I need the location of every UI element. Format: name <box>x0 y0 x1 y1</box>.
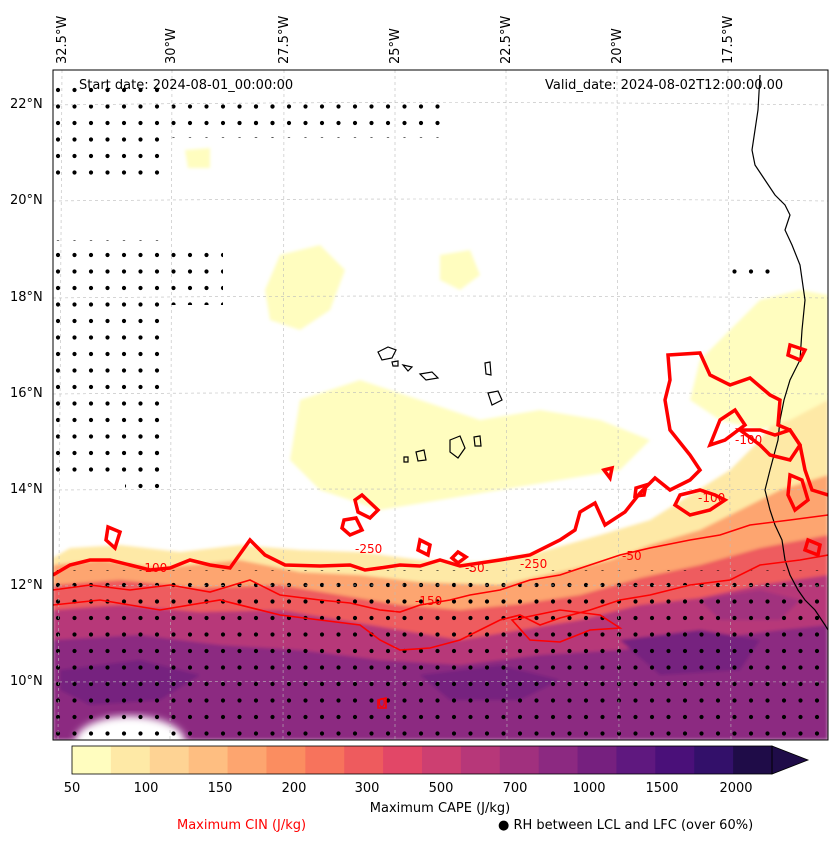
colorbar-cell <box>305 746 345 774</box>
lon-label-32-5w: 32.5°W <box>55 15 70 64</box>
cin-label: -100 <box>140 561 167 575</box>
colorbar-tick-label: 100 <box>133 781 159 796</box>
cin-legend-label: Maximum CIN (J/kg) <box>177 818 307 833</box>
lat-label-12n: 12°N <box>10 578 43 593</box>
colorbar-cell <box>344 746 384 774</box>
rh-legend: ● RH between LCL and LFC (over 60%) <box>498 818 753 833</box>
lon-label-27-5w: 27.5°W <box>277 15 292 64</box>
colorbar-tick-label: 700 <box>502 781 528 796</box>
colorbar-cell <box>616 746 656 774</box>
lat-label-18n: 18°N <box>10 290 43 305</box>
cin-label: -150 <box>415 594 442 608</box>
cin-label: -250 <box>520 557 547 571</box>
rh-marker-icon: ● <box>498 818 510 833</box>
cin-contour-labels: -250 -100 -250 -150 -50 -50 -100 -100 0 <box>140 433 762 710</box>
colorbar-cell <box>72 746 112 774</box>
colorbar-cell <box>577 746 617 774</box>
lon-label-25w: 25°W <box>388 28 403 64</box>
map-frame <box>52 69 829 741</box>
colorbar-frame <box>71 745 773 775</box>
lon-label-30w: 30°W <box>164 28 179 64</box>
colorbar-cell <box>110 746 151 774</box>
africa-coastline <box>751 74 828 631</box>
colorbar-cell <box>227 746 267 774</box>
cin-label: -100 <box>735 433 762 447</box>
lon-label-22-5w: 22.5°W <box>499 15 514 64</box>
cin-label: -100 <box>698 491 725 505</box>
colorbar-tick-label: 1000 <box>572 781 606 796</box>
colorbar-tick-label: 500 <box>428 781 454 796</box>
colorbar <box>71 745 810 775</box>
valid-date: Valid_date: 2024-08-02T12:00:00.00 <box>545 78 784 93</box>
cin-contours <box>53 342 828 709</box>
rh-dots-northwest <box>53 85 163 180</box>
lat-label-10n: 10°N <box>10 674 43 689</box>
lat-label-22n: 22°N <box>10 97 43 112</box>
colorbar-cell <box>383 746 423 774</box>
colorbar-tick-label: 50 <box>63 781 81 796</box>
map-area: -250 -100 -250 -150 -50 -50 -100 -100 0 <box>53 70 828 740</box>
colorbar-tick-label: 200 <box>281 781 307 796</box>
colorbar-cell <box>538 746 579 774</box>
lat-label-20n: 20°N <box>10 193 43 208</box>
colorbar-cell <box>655 746 695 774</box>
cin-label: 0 <box>378 696 386 710</box>
cin-label: -50 <box>465 561 485 575</box>
cin-label: -50 <box>622 549 642 563</box>
rh-legend-label: RH between LCL and LFC (over 60%) <box>513 818 754 833</box>
colorbar-title: Maximum CAPE (J/kg) <box>369 801 511 816</box>
lon-label-20w: 20°W <box>610 28 625 64</box>
colorbar-cell <box>149 746 190 774</box>
colorbar-cell <box>266 746 306 774</box>
colorbar-cell <box>188 746 229 774</box>
colorbar-cell <box>460 746 501 774</box>
lon-label-17-5w: 17.5°W <box>721 15 736 64</box>
colorbar-tick-label: 300 <box>354 781 380 796</box>
cape-verde-islands <box>377 346 503 463</box>
rh-dots-south <box>53 570 828 740</box>
colorbar-extend-arrow <box>771 745 810 775</box>
colorbar-cell <box>499 746 540 774</box>
colorbar-cell <box>733 746 773 774</box>
colorbar-cell <box>694 746 734 774</box>
lat-label-14n: 14°N <box>10 482 43 497</box>
start-date: Start date: 2024-08-01_00:00:00 <box>79 78 294 93</box>
lat-label-16n: 16°N <box>10 386 43 401</box>
colorbar-tick-label: 150 <box>207 781 233 796</box>
cin-label: -250 <box>355 542 382 556</box>
colorbar-tick-label: 1500 <box>645 781 679 796</box>
colorbar-cell <box>422 746 462 774</box>
colorbar-tick-label: 2000 <box>719 781 753 796</box>
